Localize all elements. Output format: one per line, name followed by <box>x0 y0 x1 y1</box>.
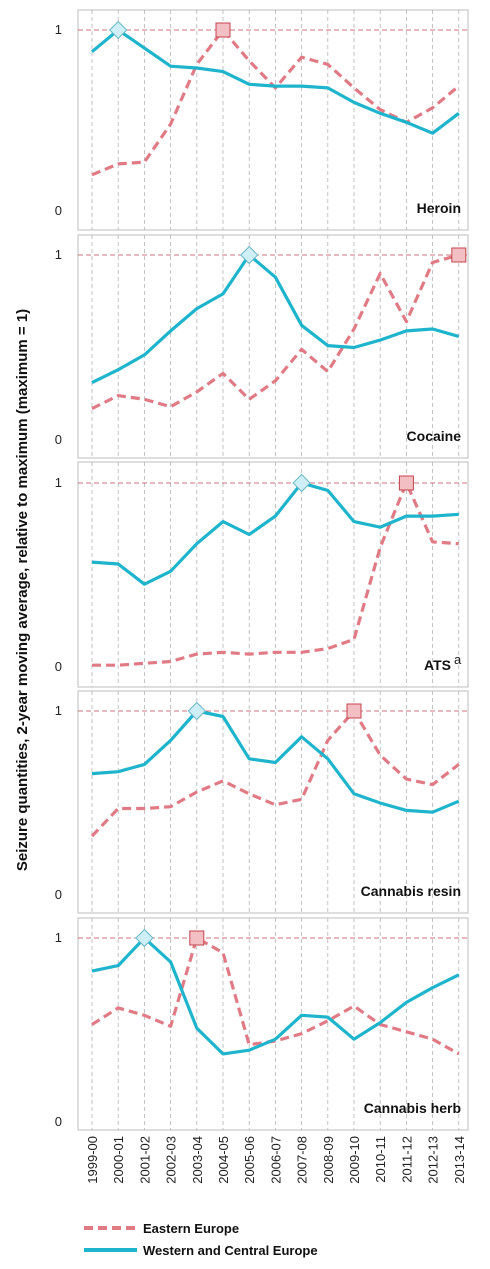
max-marker-square <box>346 703 362 719</box>
x-tick-label: 2006-07 <box>268 1136 283 1184</box>
y-tick-label: 0 <box>55 203 62 218</box>
max-marker-square <box>451 247 467 263</box>
panel-ats: 1 0 ATS a <box>55 461 469 688</box>
panel-label: ATS <box>424 657 451 673</box>
max-marker-square <box>215 22 231 38</box>
panel-cannabis-resin: 1 0 Cannabis resin <box>55 690 469 914</box>
x-tick-label: 2000-01 <box>111 1136 126 1184</box>
y-tick-label: 0 <box>55 432 62 447</box>
panel-frame <box>77 234 469 459</box>
series-line-western-and-central-europe <box>91 936 460 1056</box>
x-tick-label: 2012-13 <box>426 1136 441 1184</box>
x-tick-label: 2002-03 <box>164 1136 179 1184</box>
panel-frame <box>77 9 469 231</box>
x-tick-label: 2004-05 <box>216 1136 231 1184</box>
legend-label-eastern-europe: Eastern Europe <box>143 1221 239 1236</box>
legend: Eastern Europe Western and Central Europe <box>84 1221 318 1258</box>
max-marker-square <box>189 930 205 946</box>
panel-cannabis-herb: 1 0 Cannabis herb <box>55 917 469 1131</box>
x-tick-label: 2005-06 <box>242 1136 257 1184</box>
panel-label: Cannabis resin <box>361 883 461 899</box>
max-marker-diamond <box>108 20 128 40</box>
series-line-eastern-europe <box>91 253 460 411</box>
panel-frame <box>77 461 469 688</box>
y-tick-label: 1 <box>55 475 62 490</box>
panel-frame <box>77 917 469 1131</box>
max-marker-diamond <box>292 473 311 493</box>
x-tick-label: 2009-10 <box>347 1136 362 1184</box>
x-axis: 1999-00 2000-01 2001-02 2002-03 2003-04 2004-… <box>85 1136 467 1184</box>
y-tick-label: 1 <box>55 703 62 718</box>
y-axis-label: Seizure quantities, 2-year moving averag… <box>14 309 31 871</box>
y-tick-label: 0 <box>55 1114 62 1129</box>
panel-label: Cocaine <box>407 428 462 444</box>
x-tick-label: 2013-14 <box>452 1136 467 1184</box>
x-tick-label: 2007-08 <box>295 1136 310 1184</box>
panel-cocaine: 1 0 Cocaine <box>55 234 469 459</box>
max-marker-diamond <box>187 701 207 721</box>
panel-label-superscript: a <box>454 652 462 667</box>
max-marker-diamond <box>135 928 154 948</box>
panel-frame <box>77 690 469 914</box>
panel-label: Cannabis herb <box>364 1100 461 1116</box>
x-tick-label: 2008-09 <box>321 1136 336 1184</box>
series-line-western-and-central-europe <box>91 253 460 385</box>
x-tick-label: 2011-12 <box>399 1136 414 1183</box>
y-tick-label: 0 <box>55 659 62 674</box>
panel-heroin: 1 0 Heroin <box>55 9 469 231</box>
series-line-western-and-central-europe <box>91 481 459 586</box>
series-line-western-and-central-europe <box>91 709 460 814</box>
y-tick-label: 1 <box>55 22 62 37</box>
series-line-eastern-europe <box>90 709 460 838</box>
max-marker-square <box>398 475 414 491</box>
x-tick-label: 2003-04 <box>190 1136 205 1184</box>
legend-label-western-and-central-europe: Western and Central Europe <box>143 1243 318 1258</box>
max-marker-diamond <box>239 245 259 265</box>
x-tick-label: 1999-00 <box>85 1136 100 1184</box>
series-line-eastern-europe <box>91 936 460 1056</box>
x-tick-label: 2001-02 <box>137 1136 152 1184</box>
series-line-eastern-europe <box>92 481 459 667</box>
y-tick-label: 1 <box>55 247 62 262</box>
y-tick-label: 1 <box>55 930 62 945</box>
series-line-eastern-europe <box>91 28 460 177</box>
series-line-western-and-central-europe <box>90 28 460 135</box>
panel-label: Heroin <box>417 200 461 216</box>
x-tick-label: 2010-11 <box>373 1136 388 1183</box>
y-tick-label: 0 <box>55 887 62 902</box>
